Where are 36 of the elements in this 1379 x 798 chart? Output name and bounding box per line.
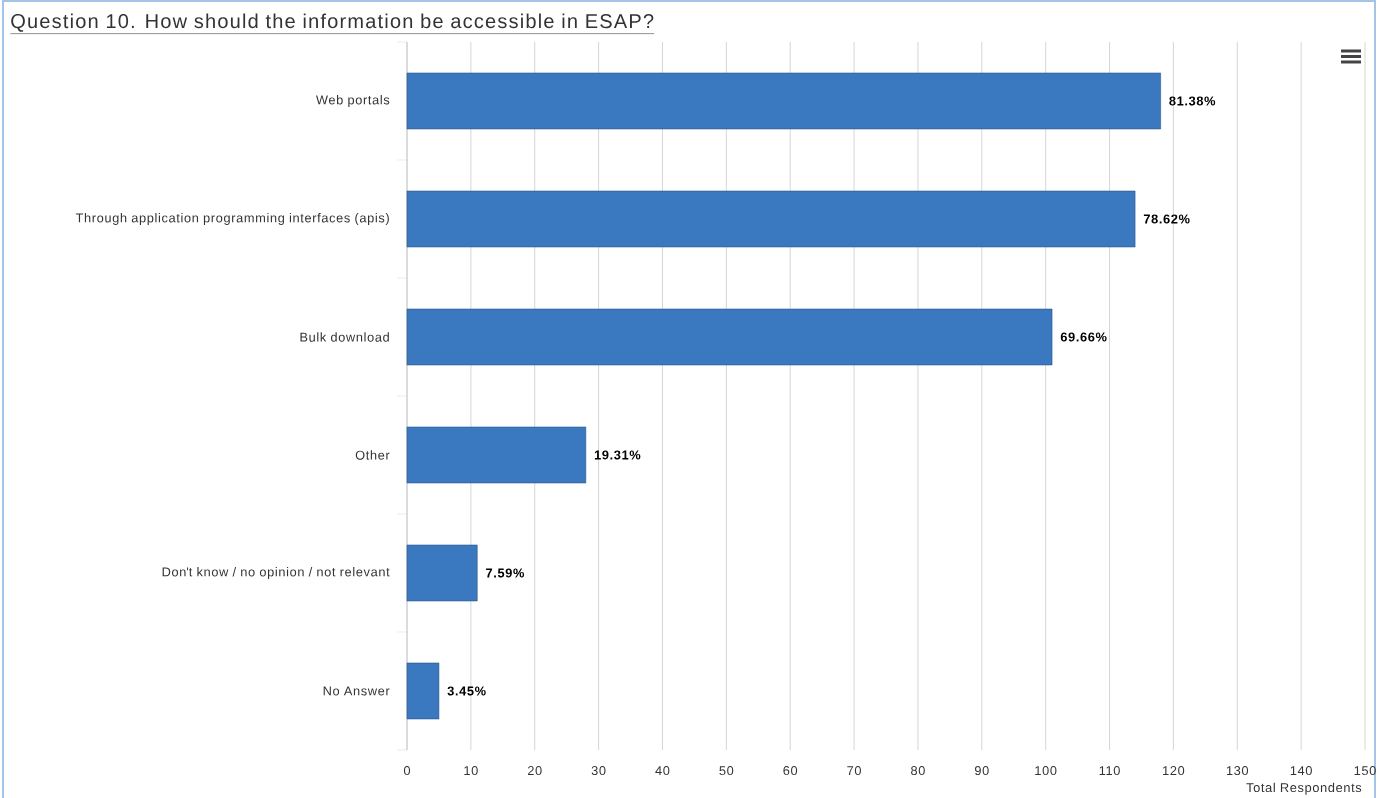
x-tick-label: 140 bbox=[1290, 766, 1312, 776]
bar bbox=[406, 662, 440, 720]
bar bbox=[406, 544, 478, 602]
x-tick-label: 70 bbox=[847, 766, 861, 776]
x-tick-label: 40 bbox=[655, 766, 670, 776]
bar bbox=[406, 72, 1161, 130]
bar bbox=[406, 190, 1136, 248]
x-axis-title: Total Respondents bbox=[1246, 782, 1362, 795]
y-tick-label: Other bbox=[355, 450, 390, 460]
x-tick-label: 50 bbox=[719, 766, 734, 776]
x-tick-label: 110 bbox=[1099, 766, 1120, 776]
annotation: 3.45% bbox=[447, 686, 486, 696]
x-tick-label: 20 bbox=[527, 766, 542, 776]
annotation: 7.59% bbox=[486, 568, 525, 578]
bar bbox=[406, 308, 1053, 366]
y-tick-label: Through application programming interfaces (apis) bbox=[75, 213, 389, 225]
annotation: 81.38% bbox=[1169, 96, 1216, 106]
x-tick-label: 150 bbox=[1354, 766, 1376, 776]
x-tick-label: 90 bbox=[974, 766, 989, 776]
x-tick-label: 130 bbox=[1226, 766, 1249, 776]
bar bbox=[406, 426, 587, 484]
y-tick-label: Don't know / no opinion / not relevant bbox=[162, 567, 390, 579]
x-tick-label: 60 bbox=[783, 766, 798, 776]
y-tick-label: No Answer bbox=[323, 686, 390, 696]
annotation: 69.66% bbox=[1060, 332, 1107, 342]
x-tick-label: 0 bbox=[403, 766, 411, 776]
x-tick-label: 30 bbox=[591, 766, 606, 776]
annotation: 78.62% bbox=[1143, 214, 1190, 224]
y-tick-label: Web portals bbox=[315, 95, 390, 107]
y-tick-label: Bulk download bbox=[300, 332, 389, 342]
x-tick-label: 100 bbox=[1035, 766, 1057, 776]
annotation: 19.31% bbox=[594, 450, 641, 460]
x-tick-label: 10 bbox=[464, 766, 478, 776]
x-tick-label: 120 bbox=[1163, 766, 1185, 776]
chart-title: Question 10. How should the information be accessible in ESAP? bbox=[11, 13, 654, 32]
x-tick-label: 80 bbox=[911, 766, 925, 776]
